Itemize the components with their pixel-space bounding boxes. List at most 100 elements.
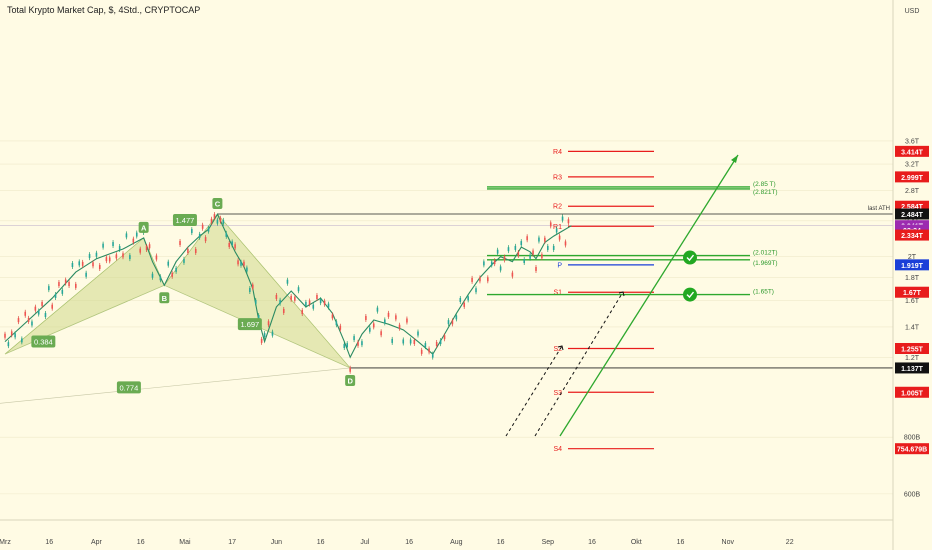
candle-body bbox=[349, 367, 351, 372]
harmonic-pattern-fill bbox=[0, 213, 351, 404]
candle-body bbox=[327, 303, 330, 308]
point-label-box bbox=[159, 292, 170, 304]
projection-green-line bbox=[559, 154, 739, 437]
x-tick-label: 22 bbox=[786, 539, 794, 546]
candle-body bbox=[406, 318, 408, 323]
candle-body bbox=[115, 254, 118, 259]
pivot-label-p: P bbox=[557, 262, 562, 269]
candle-body bbox=[48, 286, 50, 291]
candle-body bbox=[361, 341, 363, 346]
candle-body bbox=[413, 339, 416, 344]
candle-body bbox=[471, 277, 473, 282]
y-axis-unit: USD bbox=[905, 8, 920, 15]
point-label-box bbox=[212, 198, 223, 209]
ratio-label-box bbox=[31, 335, 56, 348]
candle-body bbox=[384, 319, 386, 324]
candle-body bbox=[526, 236, 528, 241]
point-label-b: B bbox=[162, 294, 168, 303]
candle-body bbox=[10, 331, 13, 336]
projection-lines bbox=[505, 154, 739, 437]
projection-dashed-2 bbox=[534, 291, 624, 437]
x-tick-label: Okt bbox=[631, 539, 642, 546]
check-mark-icon bbox=[686, 254, 695, 262]
chart-title: Total Krypto Market Cap, $, 4Std., CRYPT… bbox=[7, 5, 201, 15]
pivot-label-s1: S1 bbox=[553, 290, 562, 297]
candle-body bbox=[275, 294, 278, 299]
x-tick-label: Jul bbox=[360, 539, 369, 546]
x-tick-label: 16 bbox=[317, 539, 325, 546]
candle-body bbox=[24, 311, 27, 316]
candle-body bbox=[353, 336, 355, 341]
candle-body bbox=[479, 277, 481, 282]
candle-body bbox=[51, 304, 53, 309]
price-badge-label: 3.414T bbox=[901, 149, 924, 156]
candle-body bbox=[511, 272, 514, 277]
candle-body bbox=[17, 318, 20, 323]
candle-body bbox=[395, 315, 397, 320]
projection-arrowhead-icon bbox=[731, 155, 738, 163]
candle-body bbox=[271, 331, 274, 336]
candle-body bbox=[135, 232, 138, 237]
candle-body bbox=[267, 321, 270, 326]
candle-body bbox=[339, 325, 342, 330]
candle-body bbox=[567, 219, 570, 224]
candle-body bbox=[514, 245, 517, 250]
ratio-label-box bbox=[237, 318, 262, 331]
price-badge bbox=[895, 259, 929, 271]
y-axis: USD3.6T3.2T2.8T2.4T2T1.8T1.6T1.4T1.2T800… bbox=[892, 0, 932, 550]
candle-body bbox=[483, 261, 485, 266]
y-tick-label: 600B bbox=[904, 491, 921, 498]
price-series bbox=[4, 212, 572, 374]
price-badge bbox=[895, 342, 929, 354]
price-badge-label: 1.919T bbox=[901, 263, 924, 270]
candle-body bbox=[159, 276, 162, 281]
candle-body bbox=[237, 260, 239, 265]
candle-body bbox=[257, 315, 260, 320]
candle-body bbox=[323, 300, 326, 305]
price-badge bbox=[895, 171, 929, 183]
candle-body bbox=[198, 233, 201, 238]
candle-body bbox=[335, 321, 338, 326]
candle-body bbox=[27, 317, 30, 322]
x-tick-label: Aug bbox=[450, 539, 463, 546]
candle-body bbox=[552, 245, 555, 250]
candle-body bbox=[331, 314, 334, 319]
price-badge-label: 2.999T bbox=[901, 175, 924, 182]
candle-body bbox=[290, 295, 292, 300]
candle-body bbox=[240, 261, 242, 266]
y-tick-label: 1.2T bbox=[905, 355, 920, 362]
pivot-label-r2: R2 bbox=[553, 204, 562, 211]
candle-body bbox=[213, 214, 216, 219]
pivot-label-r1: R1 bbox=[553, 224, 562, 231]
candle-body bbox=[372, 323, 375, 328]
price-badge bbox=[895, 208, 929, 220]
point-label-d: D bbox=[347, 376, 353, 385]
candle-body bbox=[254, 299, 257, 304]
x-tick-label: 16 bbox=[405, 539, 413, 546]
candle-body bbox=[246, 267, 248, 272]
candle-body bbox=[41, 301, 43, 306]
check-badge-icon bbox=[683, 250, 697, 265]
point-label-c: C bbox=[215, 200, 221, 209]
pivot-label-s4: S4 bbox=[553, 446, 562, 453]
candle-body bbox=[443, 335, 446, 340]
candle-body bbox=[252, 284, 254, 289]
candle-body bbox=[365, 316, 367, 321]
candle-body bbox=[108, 257, 111, 262]
candle-body bbox=[398, 324, 401, 329]
price-badge-label: 1.005T bbox=[901, 390, 924, 397]
candle-body bbox=[387, 312, 390, 317]
candle-body bbox=[14, 333, 16, 338]
candle-body bbox=[201, 224, 204, 229]
candle-body bbox=[58, 282, 60, 287]
candle-body bbox=[369, 327, 371, 332]
candle-body bbox=[31, 321, 33, 326]
candle-body bbox=[435, 341, 438, 346]
pivot-label-r3: R3 bbox=[553, 174, 562, 181]
candle-body bbox=[21, 338, 23, 343]
candle-body bbox=[204, 237, 207, 242]
candle-body bbox=[279, 299, 281, 304]
candle-body bbox=[34, 306, 37, 311]
candle-body bbox=[85, 272, 87, 277]
